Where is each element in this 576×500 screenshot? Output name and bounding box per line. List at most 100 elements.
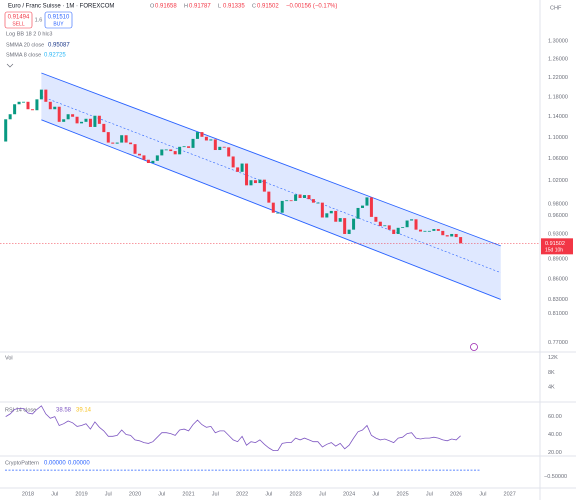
price-tag-countdown: 15d 10h	[545, 248, 563, 254]
candle-body	[200, 132, 204, 137]
candle-body	[445, 235, 449, 237]
candle-body	[374, 216, 378, 222]
candle-body	[325, 213, 329, 218]
x-tick-label: Jul	[158, 491, 165, 497]
x-tick-label: Jul	[265, 491, 272, 497]
candle-body	[187, 146, 191, 148]
candle-body	[392, 229, 396, 234]
sell-button[interactable]	[4, 11, 33, 29]
ohlc-value: 0.91658	[155, 4, 177, 10]
rsi-value: 38.58	[56, 408, 72, 414]
candle-body	[8, 114, 12, 120]
candle-body	[418, 229, 422, 232]
x-tick-label: Jul	[372, 491, 379, 497]
candle-body	[213, 139, 217, 151]
y-tick-label: 0.77000	[548, 340, 568, 346]
y-tick-label: 0.93000	[548, 231, 568, 237]
candle-body	[311, 199, 315, 203]
candle-body	[178, 146, 182, 155]
candle-body	[320, 202, 324, 218]
channel-fill	[41, 73, 501, 300]
candle-body	[195, 132, 199, 139]
candle-body	[204, 136, 208, 141]
collapse-icon[interactable]	[6, 63, 14, 68]
candle-body	[387, 225, 391, 230]
candle-body	[222, 146, 226, 148]
candle-body	[209, 139, 213, 141]
currency: CHF	[550, 5, 562, 11]
x-tick-label: 2022	[236, 491, 248, 497]
y-tick-label: 1.18000	[548, 94, 568, 100]
sell-price: 0.91494	[8, 15, 30, 21]
candle-body	[48, 101, 52, 110]
buy-button[interactable]	[44, 11, 73, 29]
rsi-tick-label: 40.00	[548, 432, 562, 438]
candle-body	[352, 218, 356, 230]
ohlc-label: H	[184, 3, 188, 9]
candle-body	[307, 195, 311, 200]
candle-body	[218, 146, 222, 151]
y-tick-label: 1.14000	[548, 114, 568, 120]
candle-body	[369, 197, 373, 217]
volume-tick-label: 8K	[548, 370, 555, 376]
x-tick-label: 2018	[22, 491, 34, 497]
symbol-title: Euro / Franc Suisse · 1M · FOREXCOM	[8, 4, 114, 10]
channel-lower	[41, 119, 501, 300]
crypto-legend: CryptoPattern	[5, 460, 39, 466]
candle-body	[401, 227, 405, 229]
candle-body	[383, 225, 387, 227]
candle-body	[329, 210, 333, 214]
candle-body	[80, 121, 84, 124]
candle-body	[62, 119, 66, 122]
rsi-line	[5, 405, 461, 451]
candle-body	[343, 218, 347, 234]
candle-body	[285, 200, 289, 202]
candle-body	[356, 207, 360, 219]
ohlc-label: O	[150, 3, 155, 9]
candle-body	[338, 218, 342, 222]
candle-body	[39, 89, 43, 100]
candle-body	[441, 230, 445, 236]
candle-body	[88, 118, 92, 127]
y-tick-label: 0.96000	[548, 213, 568, 219]
candle-body	[267, 191, 271, 203]
x-tick-label: 2026	[450, 491, 462, 497]
candle-body	[173, 151, 177, 155]
candle-body	[450, 233, 454, 237]
smma8-legend: SMMA 8 close	[6, 52, 41, 58]
spread: 1.6	[35, 17, 43, 23]
candle-body	[227, 147, 231, 157]
candle-body	[115, 142, 119, 144]
candle-body	[410, 219, 414, 221]
y-tick-label: 0.89000	[548, 257, 568, 263]
candle-body	[84, 118, 88, 122]
x-tick-label: Jul	[426, 491, 433, 497]
smma8-value: 0.92725	[44, 53, 66, 59]
y-tick-label: 0.83000	[548, 297, 568, 303]
candle-body	[164, 149, 168, 151]
y-tick-label: 1.22000	[548, 75, 568, 81]
volume-legend: Vol	[5, 355, 13, 361]
y-tick-label: 0.86000	[548, 276, 568, 282]
rsi-legend: RSI 14 close	[5, 407, 36, 413]
candle-body	[276, 212, 280, 214]
price-tag	[541, 238, 573, 255]
candle-body	[4, 119, 8, 142]
event-icon[interactable]	[470, 343, 478, 351]
volume-tick-label: 4K	[548, 385, 555, 391]
candle-body	[191, 138, 195, 148]
candle-body	[44, 89, 48, 102]
candle-body	[13, 104, 17, 115]
candle-body	[258, 179, 262, 184]
ohlc-label: L	[218, 3, 221, 9]
candle-body	[182, 146, 186, 148]
channel-upper	[41, 72, 501, 247]
sell-label: SELL	[12, 21, 24, 27]
x-tick-label: 2024	[343, 491, 355, 497]
candle-body	[146, 159, 150, 164]
candle-body	[361, 205, 364, 208]
candle-body	[365, 197, 369, 206]
buy-price: 0.91510	[48, 15, 70, 21]
x-tick-label: 2021	[182, 491, 194, 497]
